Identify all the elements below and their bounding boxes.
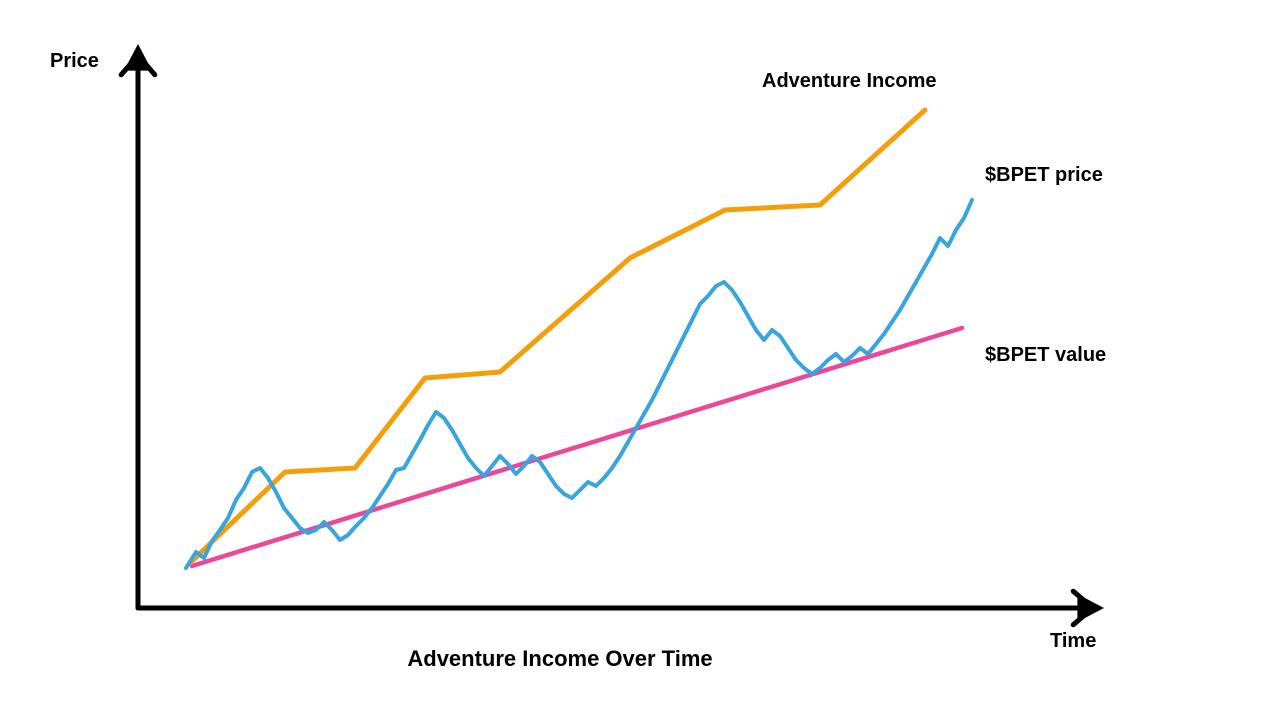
series-adventure-income bbox=[190, 110, 925, 563]
series-bpet-value bbox=[192, 328, 962, 566]
series-label-adventure-income: Adventure Income bbox=[762, 70, 936, 93]
chart-stage: Price Time Adventure Income $BPET price … bbox=[0, 0, 1280, 720]
series-label-bpet-price: $BPET price bbox=[985, 164, 1103, 187]
y-axis-label: Price bbox=[50, 50, 99, 73]
chart-title: Adventure Income Over Time bbox=[350, 646, 770, 672]
x-axis-label: Time bbox=[1050, 630, 1096, 653]
axes bbox=[121, 44, 1104, 625]
series-bpet-price bbox=[186, 200, 972, 568]
series-label-bpet-value: $BPET value bbox=[985, 344, 1106, 367]
